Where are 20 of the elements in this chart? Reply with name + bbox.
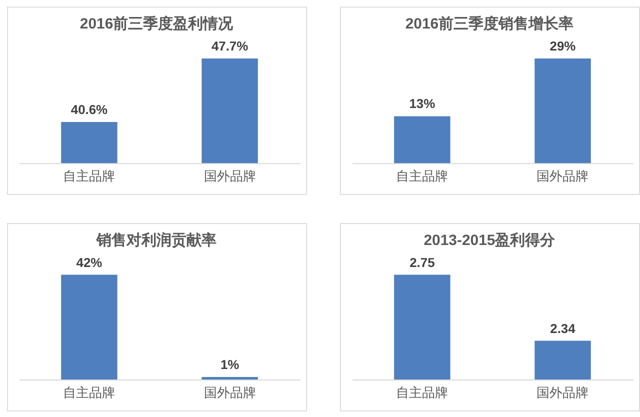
chart-title: 2013-2015盈利得分	[424, 232, 556, 249]
data-label: 29%	[550, 38, 576, 54]
x-tick-label: 国外品牌	[204, 384, 256, 400]
data-label: 42%	[76, 254, 103, 270]
chart-title: 2016前三季度盈利情况	[80, 14, 234, 33]
data-label: 47.7%	[211, 38, 249, 54]
data-label: 1%	[220, 356, 240, 372]
data-label: 2.75	[410, 254, 435, 270]
data-label: 2.34	[550, 320, 576, 336]
x-tick-label: 国外品牌	[536, 168, 589, 184]
x-tick-label: 自主品牌	[63, 384, 116, 400]
data-label: 40.6%	[70, 102, 108, 118]
x-tick-label: 国外品牌	[536, 384, 589, 400]
chart-title: 2016前三季度销售增长率	[405, 14, 574, 33]
data-label: 13%	[409, 96, 436, 112]
chart-title: 销售对利润贡献率	[96, 230, 217, 249]
x-tick-label: 自主品牌	[63, 168, 116, 184]
x-tick-label: 自主品牌	[396, 384, 448, 400]
x-tick-label: 国外品牌	[204, 168, 256, 184]
x-tick-label: 自主品牌	[396, 168, 448, 184]
